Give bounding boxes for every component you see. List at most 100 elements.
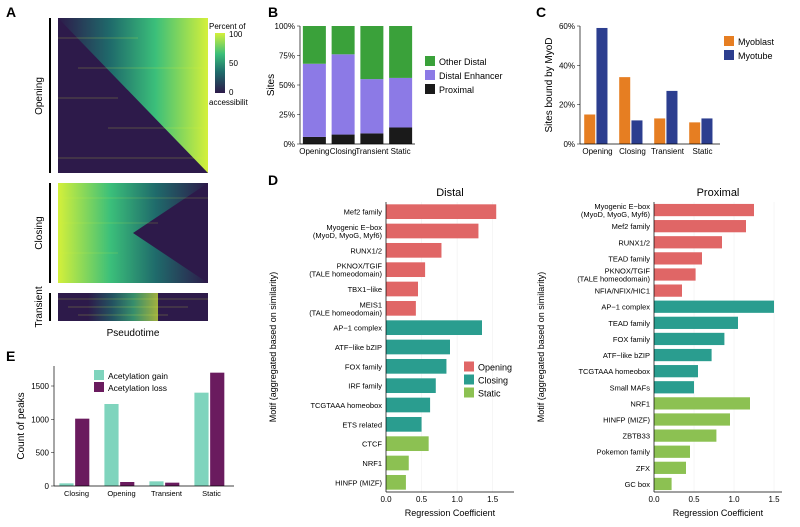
svg-text:60%: 60% — [559, 22, 575, 31]
grouped-bar — [165, 483, 179, 486]
grouped-bar — [59, 483, 73, 486]
hbar — [654, 268, 696, 280]
hbar — [386, 398, 430, 413]
svg-text:Sites bound by MyoD: Sites bound by MyoD — [544, 37, 555, 132]
svg-text:(TALE homeodomain): (TALE homeodomain) — [577, 275, 650, 284]
grouped-bar — [210, 373, 224, 486]
hbar — [654, 220, 746, 232]
svg-text:Small MAFs: Small MAFs — [610, 383, 651, 392]
svg-text:Closing: Closing — [330, 147, 357, 156]
svg-text:1.0: 1.0 — [452, 495, 464, 504]
svg-text:Acetylation loss: Acetylation loss — [108, 383, 167, 393]
svg-text:NRF1: NRF1 — [362, 459, 382, 468]
svg-text:Myoblast: Myoblast — [738, 37, 775, 47]
panel-a-heatmap: Opening Closing Transient Pseudotime — [18, 18, 248, 338]
svg-text:1500: 1500 — [31, 382, 49, 391]
svg-text:Motif (aggregated based on sim: Motif (aggregated based on similarity) — [536, 272, 546, 423]
svg-text:NFIA/NFIX/HIC1: NFIA/NFIX/HIC1 — [595, 287, 650, 296]
cb-tick-0: 0 — [229, 88, 234, 97]
svg-text:Mef2 family: Mef2 family — [612, 222, 651, 231]
svg-text:50%: 50% — [279, 81, 295, 90]
svg-text:Static: Static — [391, 147, 411, 156]
svg-text:0%: 0% — [283, 140, 295, 149]
svg-text:HINFP (MIZF): HINFP (MIZF) — [335, 478, 382, 487]
stacked-bar-seg — [332, 54, 355, 134]
hbar — [654, 413, 730, 425]
heatmap-group-opening-label: Opening — [34, 77, 45, 115]
stacked-bar-seg — [303, 26, 326, 64]
svg-text:Count of peaks: Count of peaks — [16, 392, 27, 459]
svg-text:1000: 1000 — [31, 415, 49, 424]
svg-text:0.5: 0.5 — [416, 495, 428, 504]
svg-text:ZFX: ZFX — [636, 464, 650, 473]
svg-text:0%: 0% — [563, 140, 575, 149]
svg-text:GC box: GC box — [625, 480, 651, 489]
svg-text:0.5: 0.5 — [688, 495, 700, 504]
panel-c-chart: 0%20%40%60%Sites bound by MyoDOpeningClo… — [540, 18, 790, 168]
panel-label-a: A — [6, 4, 16, 20]
grouped-bar — [701, 118, 712, 144]
panel-d-legend: OpeningClosingStatic — [464, 362, 512, 399]
stacked-bar-seg — [303, 64, 326, 137]
svg-text:(TALE homeodomain): (TALE homeodomain) — [309, 308, 382, 317]
panel-c-legend: Myoblast Myotube — [724, 36, 775, 61]
svg-text:TEAD family: TEAD family — [608, 319, 650, 328]
hbar — [386, 320, 482, 335]
panel-b-chart: 0%25%50%75%100%SitesOpeningClosingTransi… — [262, 18, 512, 168]
heatmap-group-transient-label: Transient — [34, 286, 45, 328]
cb-title-2: accessibility — [209, 98, 248, 107]
svg-text:(TALE homeodomain): (TALE homeodomain) — [309, 270, 382, 279]
hbar — [386, 204, 496, 219]
svg-text:40%: 40% — [559, 61, 575, 70]
grouped-bar — [596, 28, 607, 144]
stacked-bar-seg — [389, 26, 412, 78]
hbar — [386, 378, 436, 393]
svg-text:Proximal: Proximal — [697, 187, 740, 199]
hbar — [654, 478, 672, 490]
stacked-bar-seg — [360, 79, 383, 133]
svg-text:Opening: Opening — [107, 489, 135, 498]
hbar — [386, 224, 478, 239]
svg-text:Opening: Opening — [478, 363, 512, 373]
heatmap-transient: Transient — [34, 286, 208, 328]
svg-text:0.0: 0.0 — [380, 495, 392, 504]
svg-text:ATF−like bZIP: ATF−like bZIP — [335, 343, 382, 352]
hbar — [654, 446, 690, 458]
svg-text:(MyoD, MyoG, Myf6): (MyoD, MyoG, Myf6) — [313, 231, 383, 240]
hbar — [654, 365, 698, 377]
svg-text:FOX family: FOX family — [613, 335, 650, 344]
svg-text:ETS related: ETS related — [342, 420, 382, 429]
svg-text:HINFP (MIZF): HINFP (MIZF) — [603, 416, 650, 425]
svg-text:RUNX1/2: RUNX1/2 — [350, 246, 382, 255]
svg-text:Static: Static — [692, 147, 712, 156]
svg-text:Mef2 family: Mef2 family — [344, 208, 383, 217]
heatmap-closing: Closing — [34, 183, 208, 283]
panel-a-colorbar: 100 50 0 Percent of max accessibility — [209, 22, 248, 107]
grouped-bar — [689, 122, 700, 144]
hbar — [654, 252, 702, 264]
svg-text:Distal: Distal — [436, 187, 464, 199]
hbar — [386, 262, 425, 277]
grouped-bar — [75, 419, 89, 486]
svg-text:0: 0 — [45, 482, 50, 491]
svg-text:Other Distal: Other Distal — [439, 57, 487, 67]
svg-text:1.5: 1.5 — [768, 495, 780, 504]
stacked-bar-seg — [360, 133, 383, 144]
grouped-bar — [194, 393, 208, 486]
stacked-bar-seg — [389, 127, 412, 144]
svg-text:TEAD family: TEAD family — [608, 254, 650, 263]
svg-text:Distal Enhancer: Distal Enhancer — [439, 71, 503, 81]
hbar — [654, 317, 738, 329]
grouped-bar — [666, 91, 677, 144]
stacked-bar-seg — [360, 26, 383, 79]
svg-text:Pokemon family: Pokemon family — [597, 448, 651, 457]
grouped-bar — [120, 482, 134, 486]
grouped-bar — [619, 77, 630, 144]
svg-text:Acetylation gain: Acetylation gain — [108, 371, 168, 381]
grouped-bar — [631, 120, 642, 144]
svg-text:Regression Coefficient: Regression Coefficient — [673, 508, 764, 518]
heatmap-group-closing-label: Closing — [34, 216, 45, 249]
svg-text:Myotube: Myotube — [738, 51, 773, 61]
panel-a-xlabel: Pseudotime — [107, 328, 160, 338]
svg-text:Static: Static — [478, 389, 501, 399]
